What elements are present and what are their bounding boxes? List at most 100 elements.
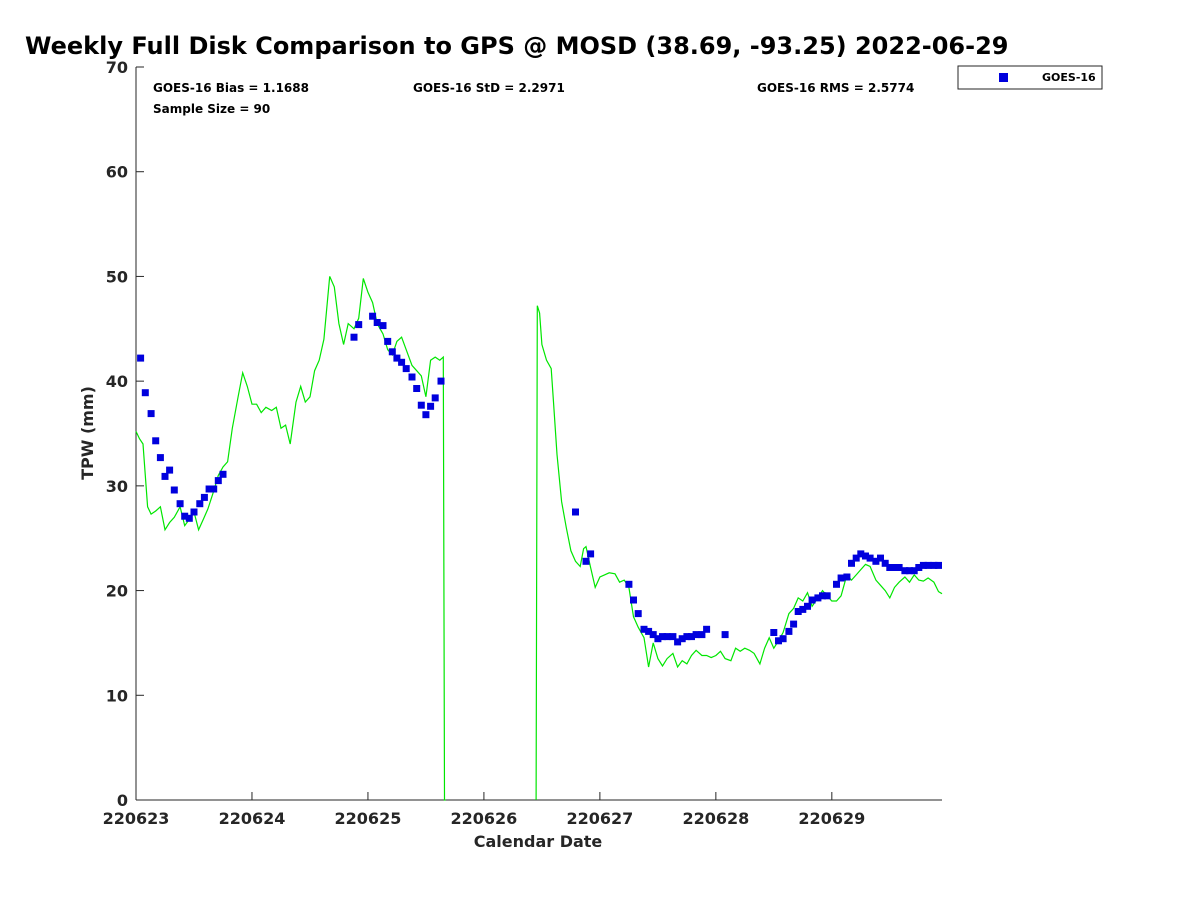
goes16-point <box>877 554 884 562</box>
x-tick-label: 220629 <box>798 809 865 828</box>
goes16-point <box>819 592 826 600</box>
goes16-point <box>808 596 816 604</box>
goes16-point <box>866 554 874 562</box>
y-tick-label: 70 <box>106 58 128 77</box>
goes16-point <box>872 557 880 565</box>
goes16-point <box>901 567 909 575</box>
y-tick-label: 30 <box>106 477 128 496</box>
goes16-point <box>200 493 208 501</box>
goes16-point <box>185 514 193 522</box>
goes16-point <box>891 564 898 571</box>
x-tick-label: 220625 <box>335 809 402 828</box>
goes16-point <box>654 635 662 643</box>
goes16-point <box>152 437 160 445</box>
rms-stat: GOES-16 RMS = 2.5774 <box>757 81 914 95</box>
goes16-point <box>214 477 222 485</box>
legend-marker-goes16 <box>999 73 1008 82</box>
goes16-point <box>935 561 942 569</box>
goes16-point <box>779 635 787 643</box>
bias-stat: GOES-16 Bias = 1.1688 <box>153 81 309 95</box>
goes16-point <box>881 559 889 567</box>
goes16-point <box>388 348 396 356</box>
y-tick-label: 60 <box>106 163 128 182</box>
goes16-point <box>659 633 666 641</box>
y-axis-label: TPW (mm) <box>78 386 97 480</box>
x-tick-label: 220626 <box>451 809 518 828</box>
x-axis-ticks: 220623 220624 220625 220626 220627 220628 2206… <box>103 792 865 828</box>
goes16-point <box>431 394 439 402</box>
goes16-point <box>176 500 184 508</box>
goes16-point <box>355 321 363 329</box>
goes16-point <box>692 631 700 639</box>
legend-box <box>957 65 1103 90</box>
legend: GOES-16 <box>957 65 1103 90</box>
goes16-point <box>630 596 637 604</box>
goes16-point <box>210 485 218 493</box>
series-layer <box>135 276 943 801</box>
goes16-point <box>379 322 387 330</box>
sample-size-stat: Sample Size = 90 <box>153 102 270 116</box>
y-tick-label: 10 <box>106 686 128 705</box>
goes16-point <box>843 573 851 581</box>
goes16-point <box>413 385 421 392</box>
goes16-point <box>166 466 174 474</box>
goes16-point <box>219 470 227 478</box>
y-tick-label: 20 <box>106 582 128 601</box>
x-tick-label: 220627 <box>566 809 633 828</box>
goes16-point <box>645 627 653 635</box>
goes16-point <box>775 637 782 645</box>
goes16-point <box>190 508 198 516</box>
plot-frame <box>136 67 942 800</box>
goes16-point <box>634 610 642 618</box>
goes16-point <box>688 633 695 641</box>
goes16-point <box>402 365 410 373</box>
goes16-point <box>640 625 648 633</box>
goes16-point <box>582 557 590 565</box>
goes16-point <box>373 319 381 326</box>
x-axis-label: Calendar Date <box>474 832 603 851</box>
goes16-point <box>919 561 927 569</box>
x-tick-label: 220628 <box>682 809 749 828</box>
goes16-point <box>141 389 149 397</box>
goes16-point <box>663 633 671 641</box>
y-axis-ticks: 0 10 20 30 40 50 60 70 <box>106 58 144 810</box>
goes16-point <box>156 454 164 462</box>
goes16-point <box>924 561 932 569</box>
plot-area <box>135 67 942 801</box>
x-tick-label: 220623 <box>103 809 170 828</box>
goes16-point <box>804 602 811 610</box>
goes16-point <box>181 512 189 520</box>
goes16-point <box>837 574 845 582</box>
goes16-point <box>437 377 445 385</box>
goes16-point <box>417 401 425 409</box>
legend-label-goes16: GOES-16 <box>1042 71 1096 84</box>
goes16-point <box>572 508 579 516</box>
goes16-point <box>703 625 711 633</box>
goes16-point <box>698 631 706 639</box>
goes16-point <box>625 580 633 588</box>
goes16-point <box>915 564 923 571</box>
goes16-point <box>161 472 169 480</box>
goes16-point <box>196 500 204 508</box>
goes16-point <box>369 312 377 320</box>
goes16-point <box>790 620 798 628</box>
y-tick-label: 50 <box>106 267 128 286</box>
goes16-point <box>895 564 903 571</box>
goes16-point <box>721 631 729 639</box>
goes16-point <box>205 485 213 493</box>
goes16-point <box>427 402 435 410</box>
goes16-point <box>906 567 913 575</box>
goes16-point <box>678 635 686 643</box>
goes16-point <box>147 410 155 418</box>
goes16-point <box>857 550 865 558</box>
y-tick-label: 40 <box>106 372 128 391</box>
goes16-point <box>393 354 401 362</box>
goes16-point <box>848 559 855 567</box>
goes16-point <box>770 629 778 636</box>
goes16-point <box>852 554 860 562</box>
goes16-point <box>587 550 595 558</box>
goes16-point <box>823 592 831 600</box>
y-tick-label: 0 <box>117 791 128 810</box>
goes16-point <box>910 567 918 575</box>
